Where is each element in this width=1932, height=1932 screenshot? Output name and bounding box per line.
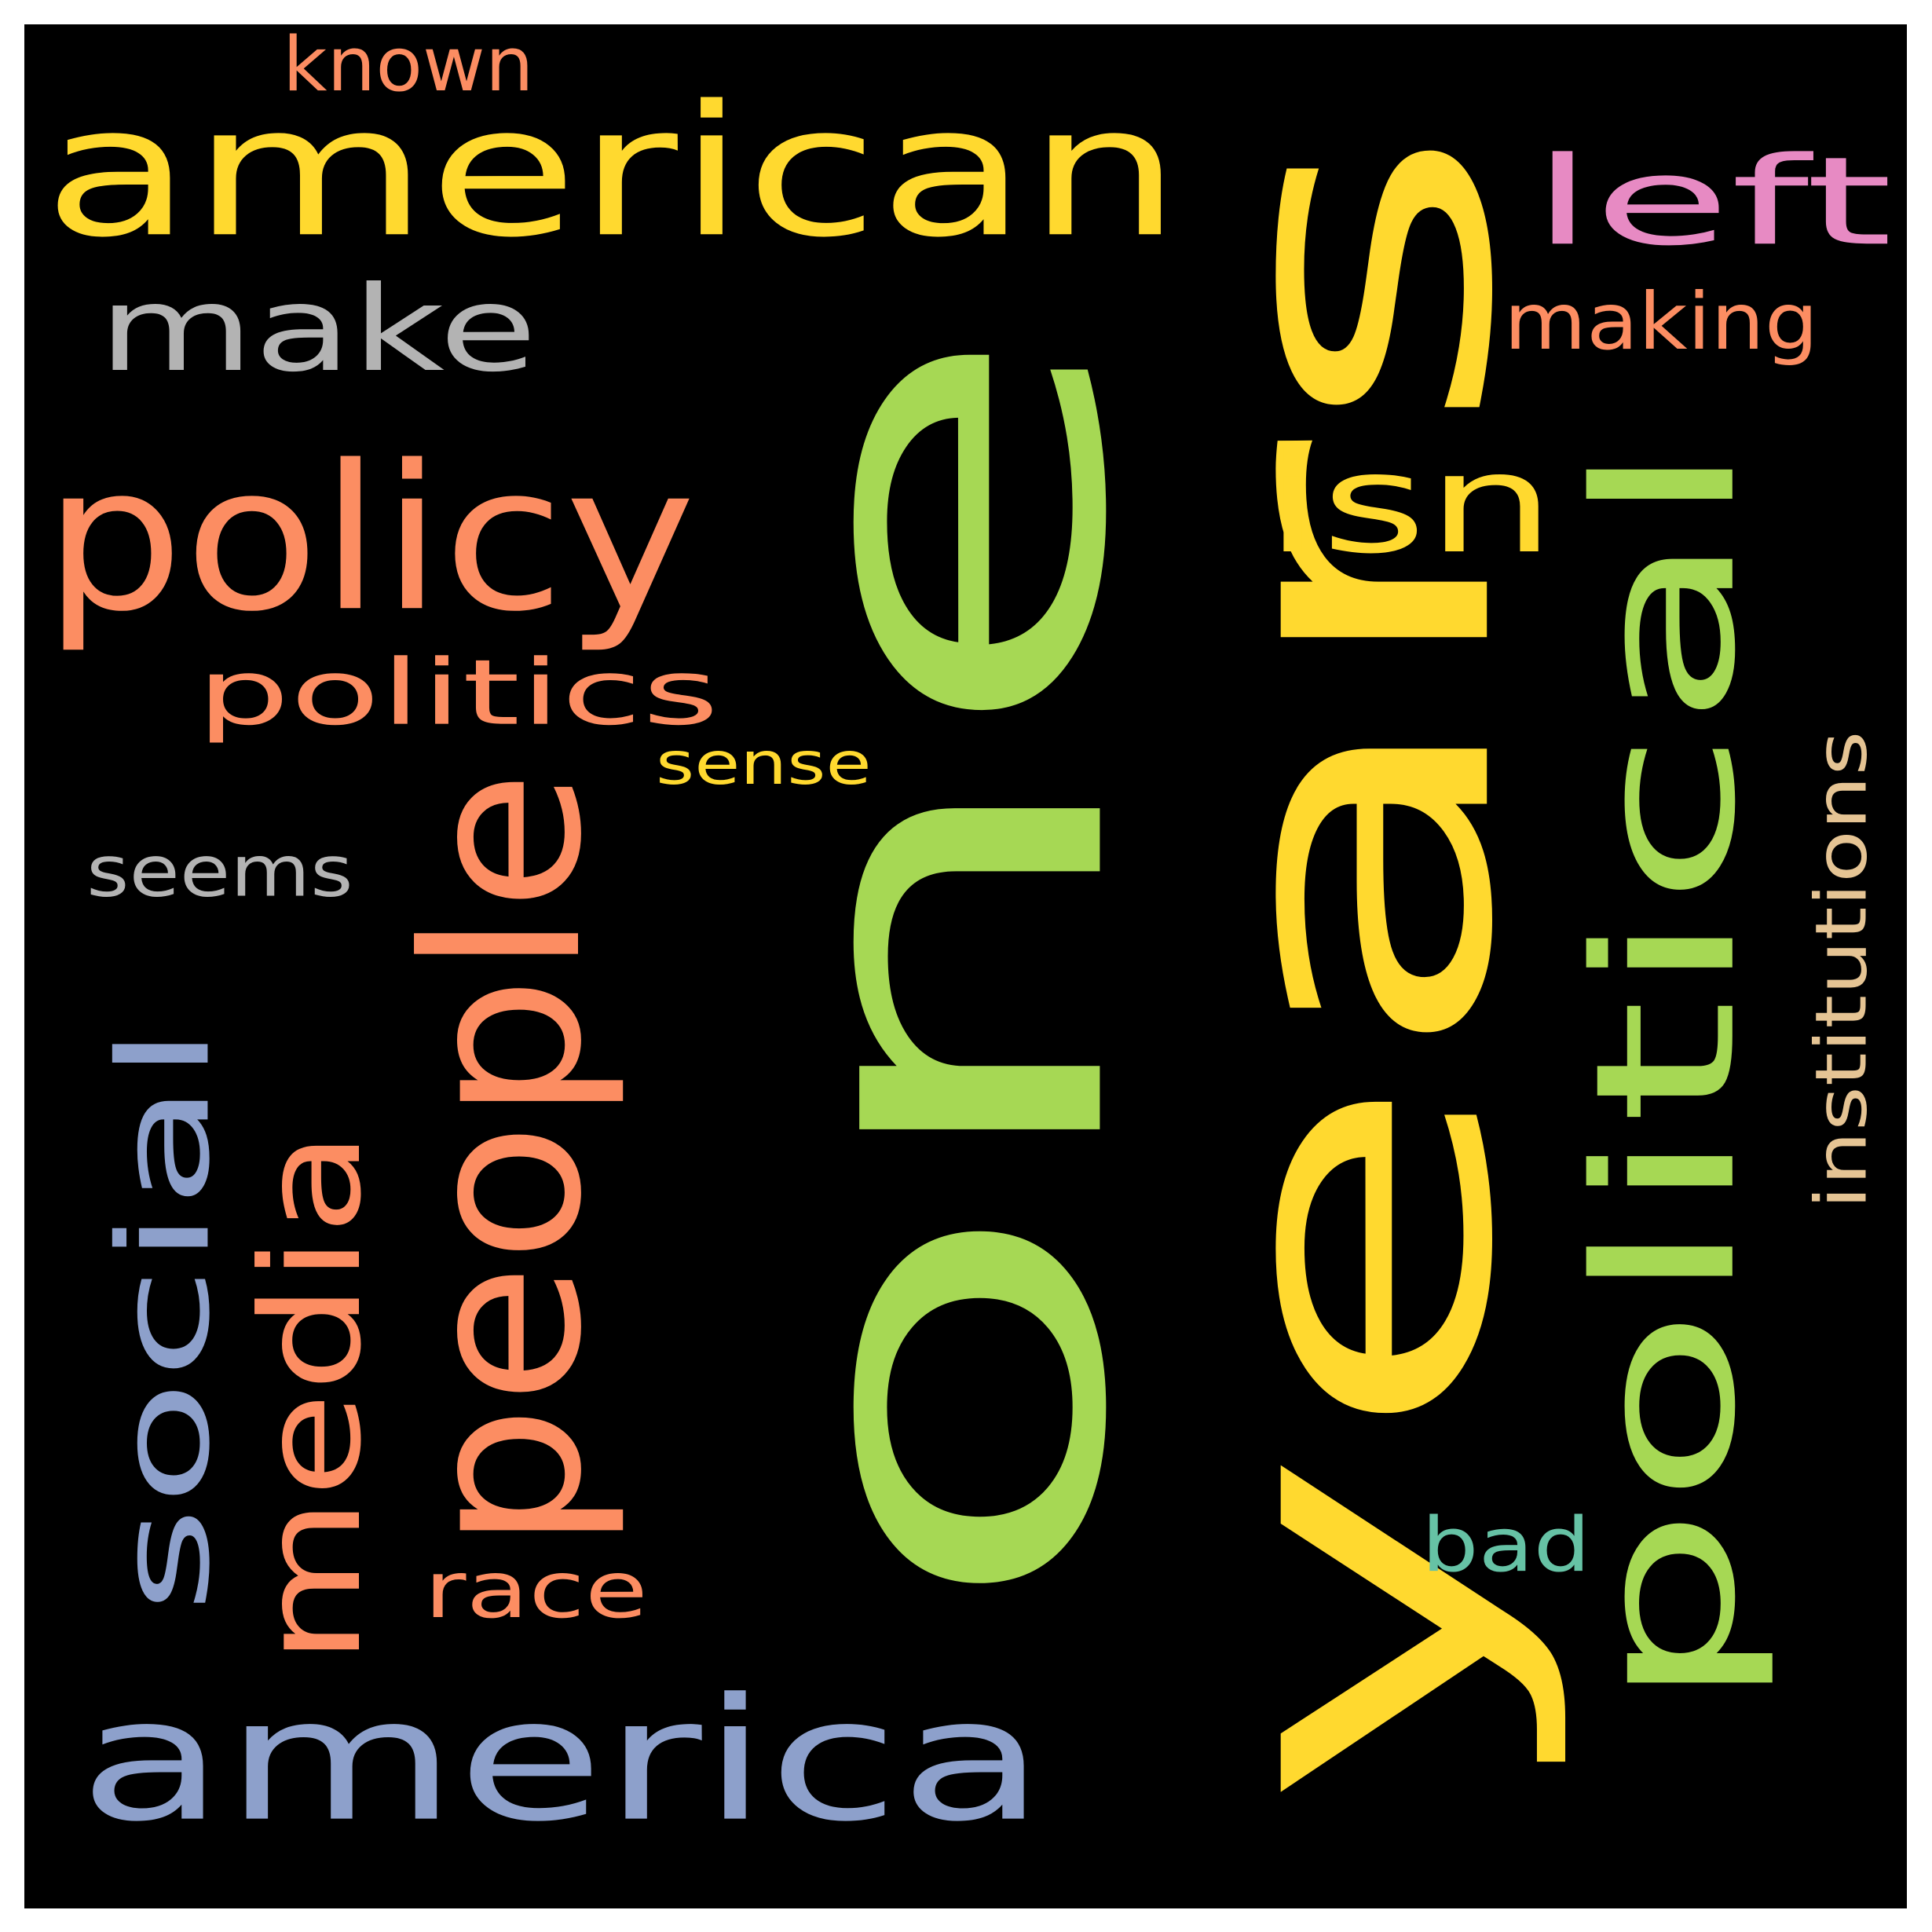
word-isn: isn [1264,423,1556,584]
word-making: making [1504,276,1819,368]
word-political: political [1553,438,1779,1712]
word-institutions: institutions [1799,730,1883,1209]
word-social: social [90,1024,238,1614]
word-race: race [424,1544,648,1636]
word-known: known [283,24,534,108]
word-america: america [79,1661,1046,1860]
word-politics: politics [196,639,719,746]
word-seems: seems [86,829,353,913]
word-cloud-canvas: one years american america people politi… [24,24,1907,1908]
word-sense: sense [656,729,872,798]
word-make: make [98,260,538,398]
word-bad: bad [1422,1501,1591,1589]
word-left: left [1531,130,1893,273]
word-american: american [43,66,1182,278]
word-one: one [690,317,1206,1622]
word-people: people [377,770,630,1551]
word-media: media [231,1129,392,1665]
word-policy: policy [43,422,697,657]
